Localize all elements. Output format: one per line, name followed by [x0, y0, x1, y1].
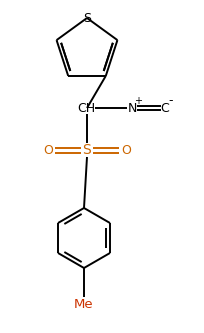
- Text: CH: CH: [76, 102, 95, 115]
- Text: S: S: [83, 12, 91, 25]
- Text: C: C: [160, 102, 169, 115]
- Text: -: -: [168, 95, 172, 108]
- Text: +: +: [133, 96, 141, 106]
- Text: O: O: [121, 144, 130, 157]
- Text: Me: Me: [74, 298, 93, 311]
- Text: O: O: [43, 144, 53, 157]
- Text: N: N: [127, 102, 136, 115]
- Text: S: S: [82, 143, 91, 157]
